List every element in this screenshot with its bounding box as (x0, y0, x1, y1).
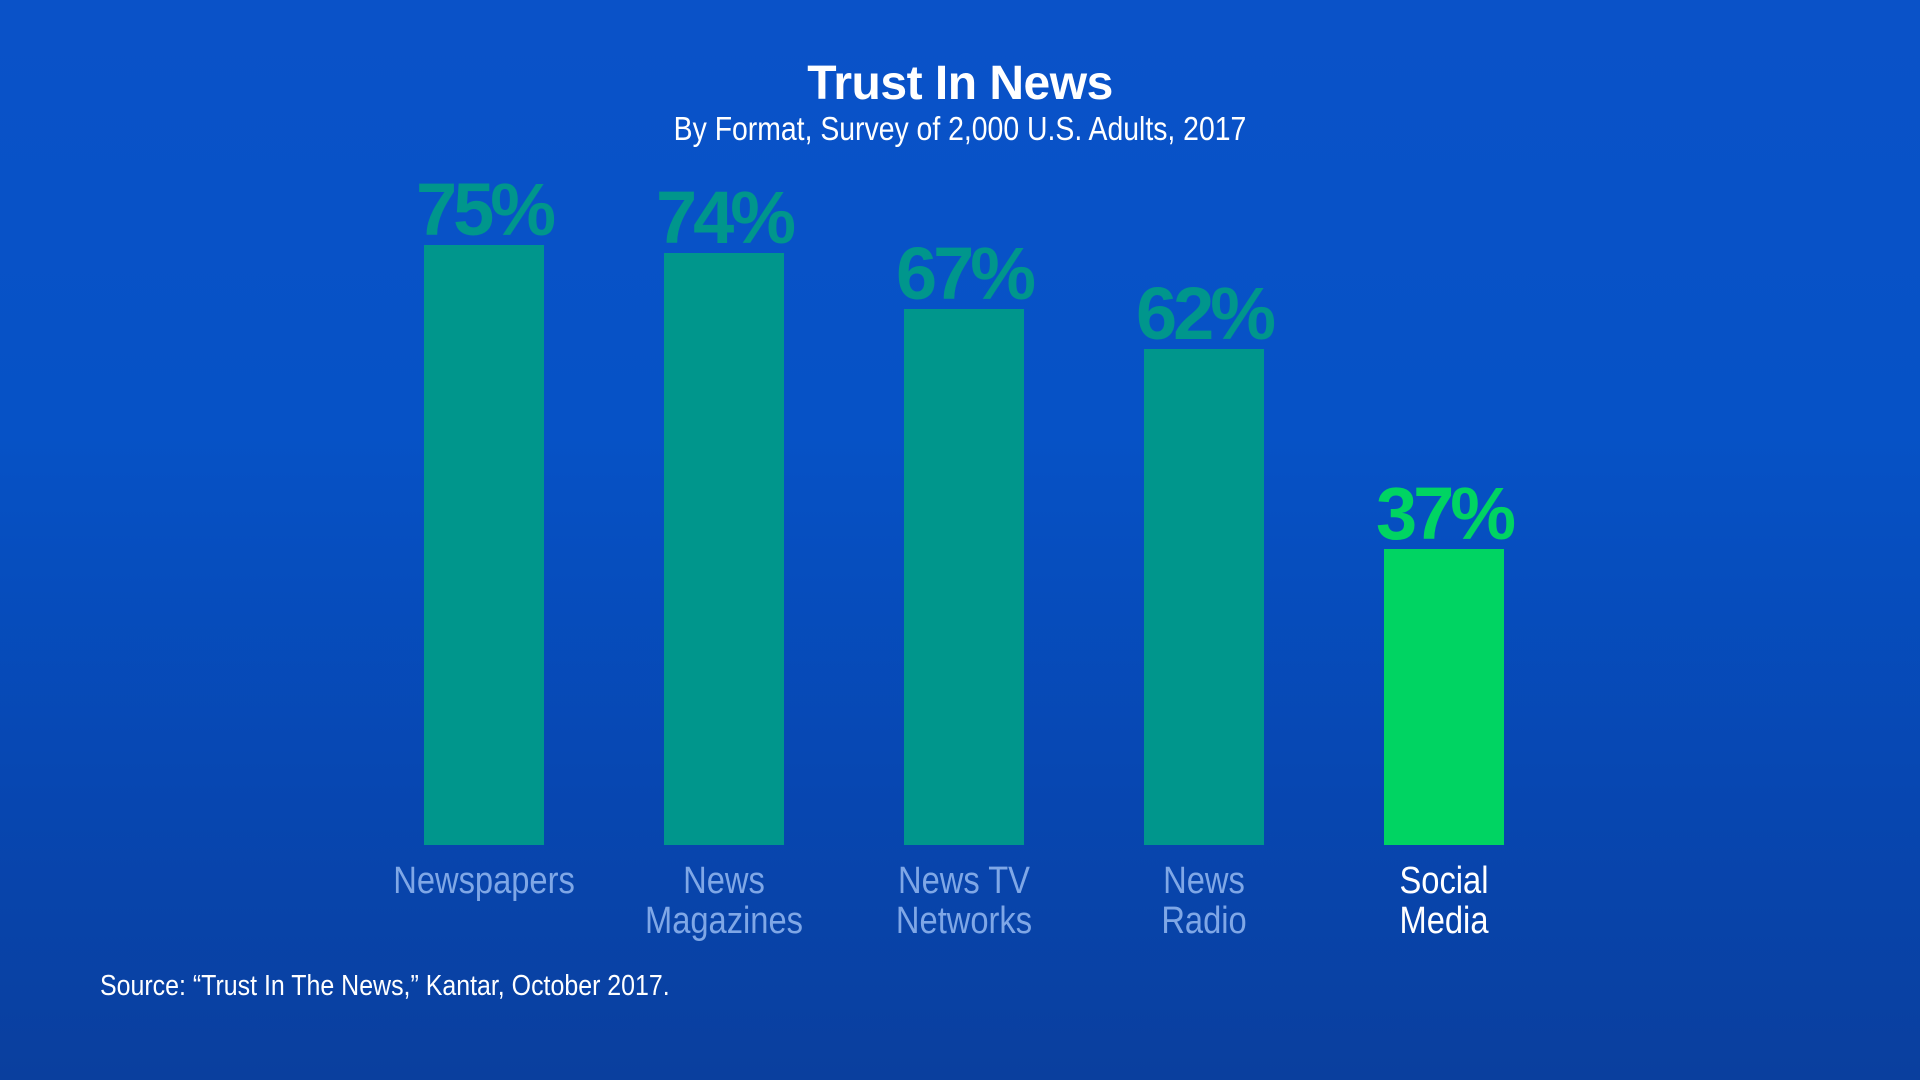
bar-1 (664, 253, 784, 845)
bar-4 (1384, 549, 1504, 845)
category-label-1: News Magazines (645, 859, 803, 942)
chart-subtitle: By Format, Survey of 2,000 U.S. Adults, … (673, 110, 1247, 147)
category-label-line: Newspapers (393, 859, 575, 902)
category-label-line: Networks (896, 899, 1032, 942)
category-label-line: Social (1400, 859, 1489, 902)
value-label-1: 74% (656, 176, 794, 259)
category-label-2: News TV Networks (896, 859, 1032, 942)
category-label-3: News Radio (1161, 859, 1246, 942)
category-label-line: Magazines (645, 899, 803, 942)
bar-2 (904, 309, 1024, 845)
category-label-4: Social Media (1400, 859, 1489, 942)
category-label-line: News TV (898, 859, 1030, 902)
chart-title: Trust In News (807, 57, 1113, 110)
category-label-line: News (683, 859, 765, 902)
category-label-line: Media (1400, 899, 1489, 942)
category-label-0: Newspapers (393, 859, 575, 902)
bar-0 (424, 245, 544, 845)
source-note: Source: “Trust In The News,” Kantar, Oct… (100, 970, 670, 1002)
bar-3 (1144, 349, 1264, 845)
value-label-2: 67% (896, 232, 1034, 315)
category-label-line: Radio (1161, 899, 1246, 942)
category-label-line: News (1163, 859, 1245, 902)
value-label-3: 62% (1136, 272, 1274, 355)
value-label-4: 37% (1376, 472, 1514, 555)
value-label-0: 75% (416, 168, 554, 251)
